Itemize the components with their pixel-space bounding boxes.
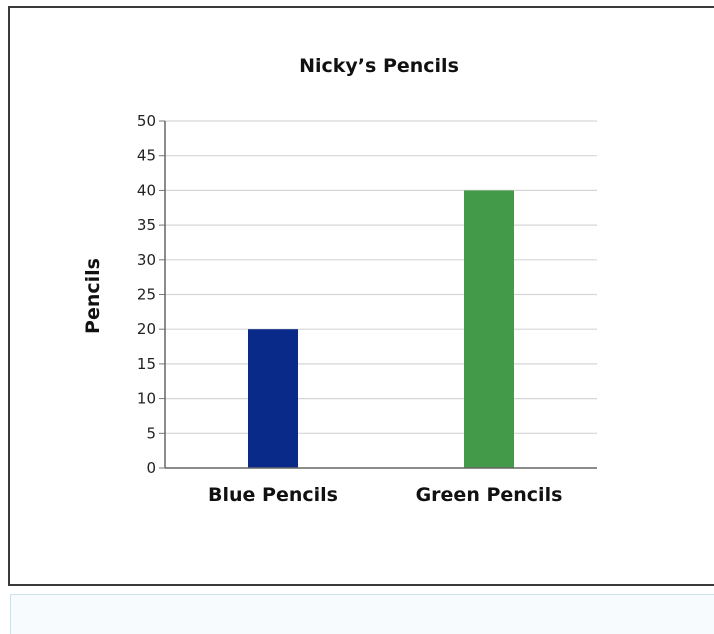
chart-frame	[8, 6, 714, 586]
y-tick-label: 20	[137, 320, 156, 338]
answer-area[interactable]	[10, 594, 714, 634]
y-axis-label: Pencils	[82, 258, 104, 334]
y-tick-label: 0	[146, 459, 156, 477]
gridlines	[165, 120, 597, 434]
x-tick-label: Green Pencils	[416, 484, 563, 506]
axes	[164, 121, 597, 469]
y-tick-label: 5	[146, 424, 156, 442]
y-tick-label: 45	[137, 147, 156, 165]
y-tick-label: 35	[137, 216, 156, 234]
y-axis-ticks: 0 5 10 15 20 25 30 35 40 45 50	[137, 112, 165, 477]
x-axis-labels: Blue Pencils Green Pencils	[208, 484, 562, 506]
y-tick-label: 25	[137, 286, 156, 304]
bar-blue-pencils	[248, 329, 298, 468]
bar-green-pencils	[464, 190, 514, 468]
y-tick-label: 40	[137, 181, 156, 199]
y-tick-label: 30	[137, 251, 156, 269]
bars	[248, 190, 514, 468]
x-tick-label: Blue Pencils	[208, 484, 338, 506]
chart-title: Nicky’s Pencils	[299, 55, 459, 77]
y-tick-label: 15	[137, 355, 156, 373]
y-tick-label: 10	[137, 390, 156, 408]
y-tick-label: 50	[137, 112, 156, 130]
